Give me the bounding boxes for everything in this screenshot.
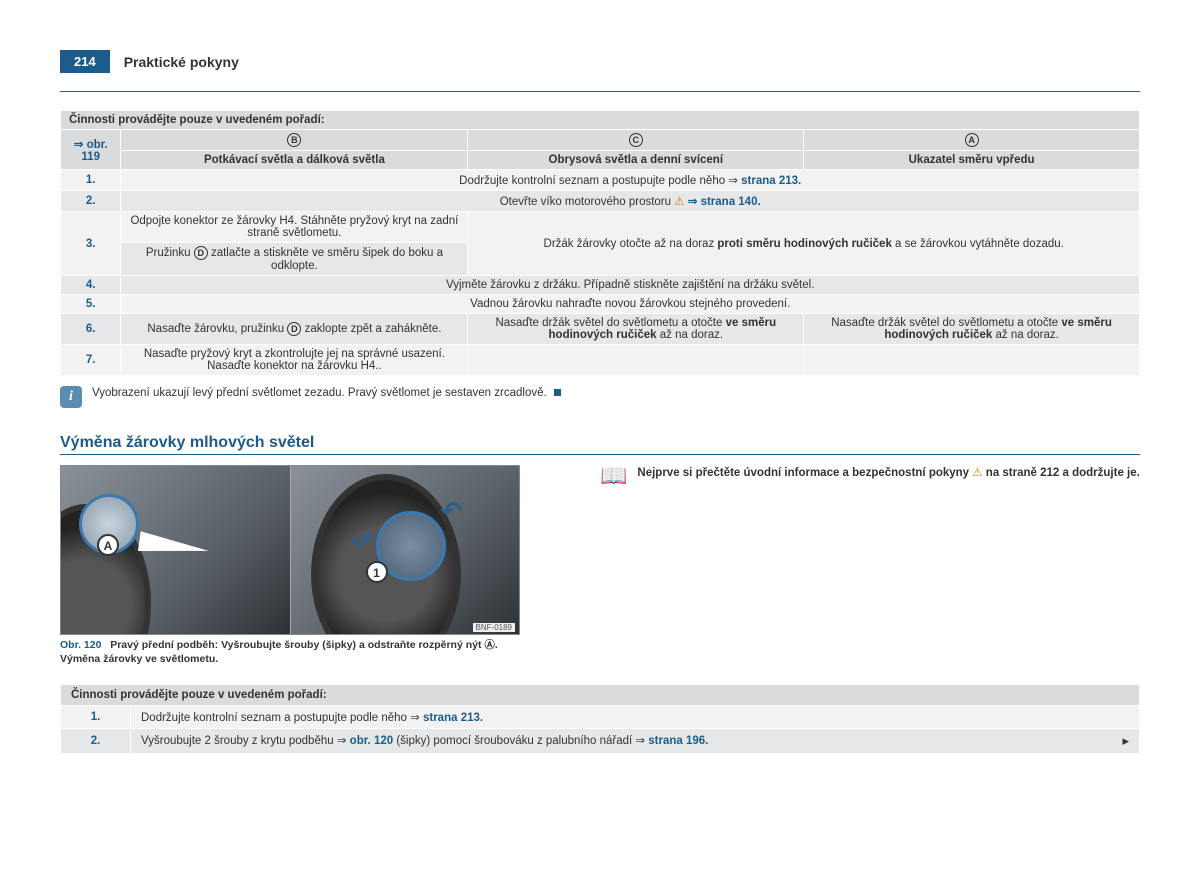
step-6-col-a: Nasaďte držák světel do světlometu a oto… <box>804 314 1140 345</box>
col-letter-c: C <box>468 130 804 151</box>
pointer-arrow-icon <box>138 531 210 561</box>
header-rule <box>60 91 1140 92</box>
figure-caption-body: Pravý přední podběh: Vyšroubujte šrouby … <box>60 639 498 665</box>
col-header-c: Obrysová světla a denní svícení <box>468 151 804 170</box>
figure-caption: Obr. 120 Pravý přední podběh: Vyšroubujt… <box>60 639 520 666</box>
figure-120: A 1 ↶ ↶ BNF-0189 <box>60 465 520 635</box>
info-note-box: i Vyobrazení ukazují levý přední světlom… <box>60 386 630 408</box>
step-3b-bottom: Pružinku D zatlačte a stiskněte ve směru… <box>121 242 467 275</box>
step-number: 1. <box>61 170 121 191</box>
table-row: 1. Dodržujte kontrolní seznam a postupuj… <box>61 706 1140 729</box>
step-number: 2. <box>61 191 121 212</box>
table-row: 2. Vyšroubujte 2 šrouby z krytu podběhu … <box>61 729 1140 754</box>
read-first-text: Nejprve si přečtěte úvodní informace a b… <box>637 465 1139 487</box>
procedure-table-2: Činnosti provádějte pouze v uvedeném poř… <box>60 684 1140 754</box>
circled-d-icon: D <box>287 322 301 336</box>
table2-caption: Činnosti provádějte pouze v uvedeném poř… <box>61 685 1140 706</box>
col-header-a: Ukazatel směru vpředu <box>804 151 1140 170</box>
step-3b-top: Odpojte konektor ze žárovky H4. Stáhněte… <box>121 212 467 242</box>
section-end-icon <box>554 389 561 396</box>
info-icon: i <box>60 386 82 408</box>
table-row: 6. Nasaďte žárovku, pružinku D zaklopte … <box>61 314 1140 345</box>
step-text: Otevřte víko motorového prostoru ⚠ ⇒ str… <box>121 191 1140 212</box>
figure-label: Obr. 120 <box>60 639 101 651</box>
circled-d-icon: D <box>194 246 208 260</box>
table-row: 5. Vadnou žárovku nahraďte novou žárovko… <box>61 295 1140 314</box>
col-letter-a: A <box>804 130 1140 151</box>
page-title: Praktické pokyny <box>124 54 239 70</box>
step-3-col-b: Odpojte konektor ze žárovky H4. Stáhněte… <box>121 212 468 276</box>
note-column: 📖 Nejprve si přečtěte úvodní informace a… <box>600 465 1140 666</box>
table-row: 4. Vyjměte žárovku z držáku. Případně st… <box>61 276 1140 295</box>
warning-triangle-icon: ⚠ <box>674 196 684 208</box>
step-6-col-c: Nasaďte držák světel do světlometu a oto… <box>468 314 804 345</box>
page-ref-link[interactable]: ⇒ strana 140. <box>685 196 761 208</box>
figure-code: BNF-0189 <box>473 623 515 632</box>
continuation-arrow-icon: ▸ <box>1122 733 1129 749</box>
circled-c-icon: C <box>629 133 643 147</box>
page-ref-link[interactable]: strana 213. <box>423 712 483 724</box>
figure-and-note-row: A 1 ↶ ↶ BNF-0189 Obr. 120 Pravý přední p… <box>60 465 1140 666</box>
info-note-text: Vyobrazení ukazují levý přední světlomet… <box>92 386 561 408</box>
step-text: Vadnou žárovku nahraďte novou žárovkou s… <box>121 295 1140 314</box>
step-text: Dodržujte kontrolní seznam a postupujte … <box>131 706 1140 729</box>
figure-120-right-panel: 1 ↶ ↶ BNF-0189 <box>290 466 520 634</box>
obr-link[interactable]: obr. 120 <box>350 735 393 747</box>
step-number: 4. <box>61 276 121 295</box>
step-text: Vyšroubujte 2 šrouby z krytu podběhu ⇒ o… <box>131 729 1140 754</box>
step-number: 6. <box>61 314 121 345</box>
page-ref-link[interactable]: strana 196. <box>648 735 708 747</box>
page-ref-link[interactable]: strana 213. <box>741 175 801 187</box>
section-heading: Výměna žárovky mlhových světel <box>60 434 1140 452</box>
step-number: 5. <box>61 295 121 314</box>
page-header: 214 Praktické pokyny <box>60 50 1140 73</box>
obr-link[interactable]: ⇒ obr. 119 <box>74 139 108 163</box>
col-header-b: Potkávací světla a dálková světla <box>121 151 468 170</box>
step-number: 2. <box>61 729 131 754</box>
circled-b-icon: B <box>287 133 301 147</box>
figure-120-left-panel: A <box>61 466 290 634</box>
circled-a-icon: A <box>965 133 979 147</box>
step-6-col-b: Nasaďte žárovku, pružinku D zaklopte zpě… <box>121 314 468 345</box>
step-3-col-ca: Držák žárovky otočte až na doraz proti s… <box>468 212 1140 276</box>
section-rule <box>60 454 1140 455</box>
step-text: Dodržujte kontrolní seznam a postupujte … <box>121 170 1140 191</box>
page-number-badge: 214 <box>60 50 110 73</box>
callout-marker-1: 1 <box>366 561 388 583</box>
empty-cell <box>804 345 1140 376</box>
table1-caption: Činnosti provádějte pouze v uvedeném poř… <box>61 111 1140 130</box>
table-row: 3. Odpojte konektor ze žárovky H4. Stáhn… <box>61 212 1140 276</box>
callout-marker-a: A <box>97 534 119 556</box>
table-row: 1. Dodržujte kontrolní seznam a postupuj… <box>61 170 1140 191</box>
col-letter-b: B <box>121 130 468 151</box>
procedure-table-1: Činnosti provádějte pouze v uvedeném poř… <box>60 110 1140 376</box>
figure-column: A 1 ↶ ↶ BNF-0189 Obr. 120 Pravý přední p… <box>60 465 560 666</box>
rotation-arrow-icon: ↶ <box>351 521 373 552</box>
table-row: 7. Nasaďte pryžový kryt a zkontrolujte j… <box>61 345 1140 376</box>
step-number: 3. <box>61 212 121 276</box>
warning-triangle-icon: ⚠ <box>972 467 982 479</box>
step-number: 1. <box>61 706 131 729</box>
step-text: Vyjměte žárovku z držáku. Případně stisk… <box>121 276 1140 295</box>
empty-cell <box>468 345 804 376</box>
step-text: Nasaďte pryžový kryt a zkontrolujte jej … <box>121 345 468 376</box>
rotation-arrow-icon: ↶ <box>441 496 463 527</box>
read-first-note: 📖 Nejprve si přečtěte úvodní informace a… <box>600 465 1140 487</box>
table1-ref-cell: ⇒ obr. 119 <box>61 130 121 170</box>
step-number: 7. <box>61 345 121 376</box>
book-icon: 📖 <box>600 465 627 487</box>
table-row: 2. Otevřte víko motorového prostoru ⚠ ⇒ … <box>61 191 1140 212</box>
